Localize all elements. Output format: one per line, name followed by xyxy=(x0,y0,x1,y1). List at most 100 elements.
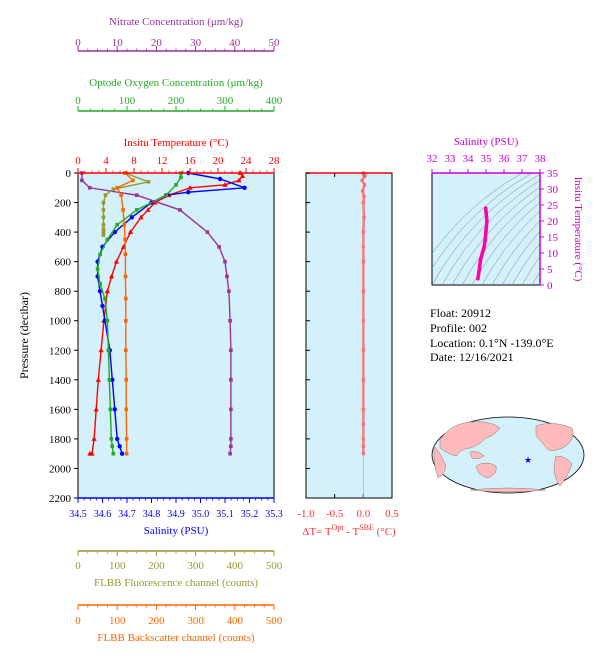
oxygen-point xyxy=(115,222,119,227)
fluorescence-tick-label: 0 xyxy=(75,560,81,572)
backscatter-point xyxy=(123,274,128,279)
salinity-point xyxy=(117,444,122,449)
fluorescence-point xyxy=(146,180,151,184)
backscatter-point xyxy=(131,178,135,183)
ts-temp-tick-label: 5 xyxy=(547,264,553,276)
map-land-europe-africa xyxy=(433,445,447,479)
ts-point xyxy=(484,228,488,233)
backscatter-point xyxy=(124,407,129,412)
temperature-tick-label: 20 xyxy=(213,155,225,167)
backscatter-point xyxy=(122,222,127,227)
ts-temp-tick-label: 15 xyxy=(547,232,559,244)
temperature-point xyxy=(138,214,144,220)
salinity-point xyxy=(97,288,103,294)
density-contour xyxy=(451,186,540,285)
ts-temp-tick-label: 20 xyxy=(547,216,559,228)
density-contour xyxy=(531,271,540,285)
fluorescence-point xyxy=(101,230,106,234)
oxygen-tick-label: 200 xyxy=(168,95,185,107)
backscatter-point xyxy=(119,193,123,197)
ts-point xyxy=(483,238,487,242)
backscatter-point xyxy=(123,252,128,257)
salinity-point xyxy=(110,377,115,383)
temperature-point xyxy=(91,436,97,441)
nitrate-point xyxy=(87,185,92,190)
nitrate-point xyxy=(135,193,139,197)
pressure-tick-label: 0 xyxy=(66,168,72,180)
map-land-southeast-asia xyxy=(469,451,485,459)
ts-point xyxy=(484,209,488,214)
backscatter-axis-title: FLBB Backscatter channel (counts) xyxy=(97,632,255,644)
salinity-point xyxy=(186,190,191,195)
temperature-point xyxy=(113,258,120,264)
delta-t-panel: -1.0 -0.5 0.0 0.5 ΔT= TOpt - TSBE (°C) xyxy=(297,171,399,538)
temperature-point xyxy=(104,288,110,294)
backscatter-tick-label: 100 xyxy=(109,615,126,627)
pressure-tick-label: 1200 xyxy=(49,345,72,357)
profile-row: Profile: 002 xyxy=(430,321,487,336)
temperature-point xyxy=(87,450,93,456)
nitrate-point xyxy=(229,407,233,412)
backscatter-tick-label: 0 xyxy=(75,615,81,627)
ts-temp-tick-label: 30 xyxy=(547,184,559,196)
oxygen-point xyxy=(103,296,107,301)
temperature-tick-label: 0 xyxy=(75,155,81,167)
oxygen-axis-title: Optode Oxygen Concentration (μm/kg) xyxy=(89,77,263,89)
map-land-north-america xyxy=(535,423,574,451)
ts-salinity-tick-label: 36 xyxy=(499,153,511,165)
density-contour xyxy=(471,201,540,285)
profile-label: Profile: xyxy=(430,321,466,335)
ts-salinity-tick-label: 33 xyxy=(445,153,457,165)
ts-point xyxy=(476,276,480,281)
delta-t-point xyxy=(363,174,367,178)
oxygen-tick-label: 100 xyxy=(119,95,136,107)
nitrate-point xyxy=(178,208,182,212)
nitrate-tick-label: 10 xyxy=(112,37,124,49)
nitrate-point xyxy=(228,318,232,323)
salinity-tick-label: 35.2 xyxy=(241,509,259,520)
nitrate-point xyxy=(205,230,210,234)
float-label: Float: xyxy=(430,306,459,320)
delta-t-point xyxy=(361,189,365,193)
nitrate-point xyxy=(223,259,227,264)
oxygen-tick-label: 0 xyxy=(75,95,81,107)
backscatter-point xyxy=(124,348,128,353)
nitrate-point xyxy=(229,437,233,441)
backscatter-point xyxy=(124,437,129,441)
salinity-point xyxy=(119,451,125,456)
backscatter-point xyxy=(124,296,128,301)
delta-t-point xyxy=(362,183,367,187)
oxygen-point xyxy=(105,318,110,323)
pressure-tick-label: 1600 xyxy=(49,404,72,416)
density-contour xyxy=(501,230,540,285)
backscatter-tick-label: 500 xyxy=(266,615,283,627)
temperature-point xyxy=(236,177,242,183)
density-contour xyxy=(521,255,540,285)
map-land-antarctica xyxy=(469,487,547,493)
delta-t-point xyxy=(362,215,366,219)
temperature-tick-label: 28 xyxy=(269,155,281,167)
nitrate-tick-label: 30 xyxy=(190,37,202,49)
nitrate-point xyxy=(217,245,221,249)
ts-temp-tick-label: 35 xyxy=(547,168,559,180)
nitrate-point xyxy=(229,444,233,449)
fluorescence-tick-label: 100 xyxy=(109,560,126,572)
nitrate-point xyxy=(229,378,233,382)
temperature-point xyxy=(145,207,151,212)
ts-salinity-tick-label: 37 xyxy=(517,153,529,165)
map-land-australia xyxy=(475,462,497,479)
profile-plot-background xyxy=(77,172,275,499)
fluorescence-point xyxy=(103,193,108,197)
backscatter-tick-label: 200 xyxy=(148,615,165,627)
pressure-tick-label: 400 xyxy=(55,227,72,239)
oxygen-point xyxy=(106,348,111,353)
fluorescence-point xyxy=(101,200,106,205)
temperature-axis-title: Insitu Temperature (°C) xyxy=(124,137,229,149)
nitrate-point xyxy=(227,289,231,293)
ts-salinity-title: Salinity (PSU) xyxy=(454,136,519,148)
ts-salinity-tick-label: 38 xyxy=(535,153,547,165)
ts-point xyxy=(480,251,485,255)
float-id-row: Float: 20912 xyxy=(430,306,491,321)
fluorescence-point xyxy=(101,233,106,237)
ts-point xyxy=(476,273,481,278)
